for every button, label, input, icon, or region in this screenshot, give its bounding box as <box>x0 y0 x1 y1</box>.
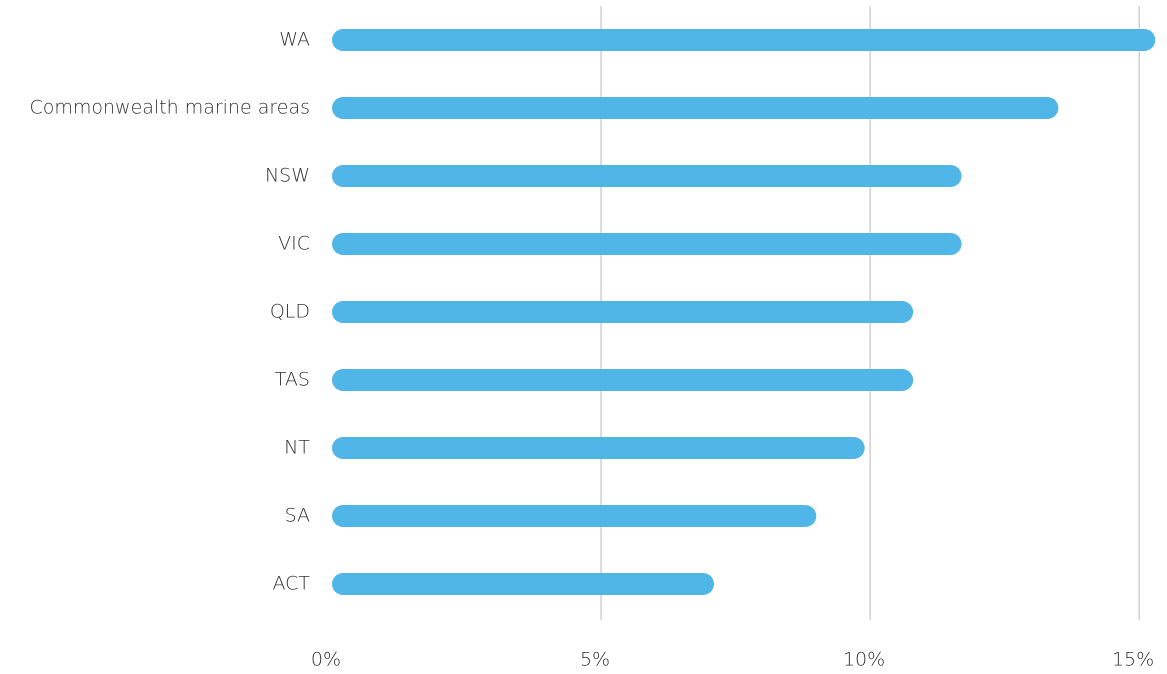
y-tick-label: NT <box>284 437 310 459</box>
y-tick-label: NSW <box>265 165 310 187</box>
y-tick-label: ACT <box>272 573 310 595</box>
y-tick-label: VIC <box>278 233 310 255</box>
x-tick-label: 0% <box>311 649 341 671</box>
y-tick-label: QLD <box>270 301 310 323</box>
y-tick-label: TAS <box>275 369 310 391</box>
x-tick-label: 5% <box>580 649 610 671</box>
y-tick-label: Commonwealth marine areas <box>29 97 310 119</box>
x-tick-label: 10% <box>843 649 885 671</box>
x-tick-label: 15% <box>1112 649 1154 671</box>
y-tick-label: WA <box>279 29 310 51</box>
y-tick-label: SA <box>285 505 310 527</box>
